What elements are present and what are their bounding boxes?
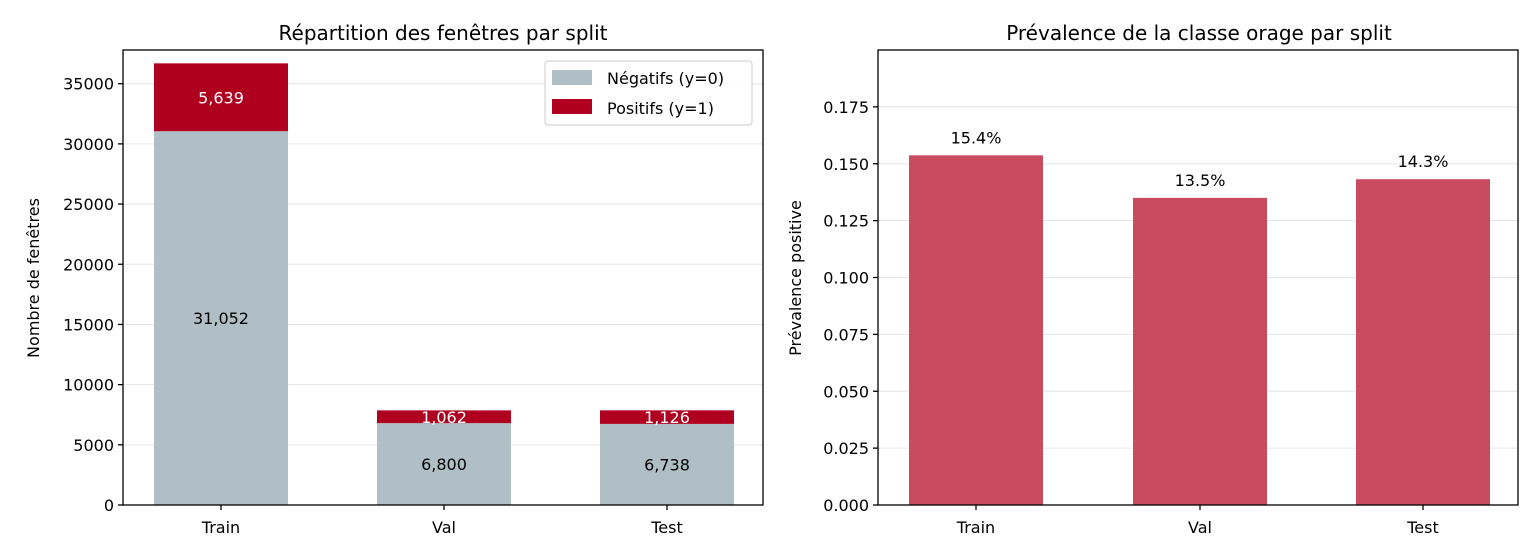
y-tick-label: 0.000 [823,496,869,515]
y-tick-label: 0 [104,496,114,515]
left-y-ticks: 0 5000 10000 15000 20000 25000 30000 35000 [63,75,123,515]
x-tick-label: Train [201,518,240,537]
x-tick-label: Val [1188,518,1212,537]
data-label-prevalence: 13.5% [1175,171,1226,190]
y-tick-label: 35000 [63,75,114,94]
right-chart-title: Prévalence de la classe orage par split [1006,21,1392,45]
data-label-prevalence: 14.3% [1398,152,1449,171]
bar-positifs-val [377,410,511,424]
legend-box [544,60,753,126]
data-label-positifs: 5,639 [198,88,244,107]
x-tick-label: Train [956,518,995,537]
right-data-labels: 15.4% 13.5% 14.3% [951,128,1449,190]
x-tick-label: Test [650,518,683,537]
y-tick-label: 25000 [63,195,114,214]
right-y-ticks: 0.000 0.025 0.050 0.075 0.100 0.125 0.150 0.175 [823,98,878,515]
y-tick-label: 0.025 [823,439,869,458]
legend-swatch-positifs [552,99,592,114]
left-bars [154,63,734,505]
y-tick-label: 15000 [63,315,114,334]
left-chart-title: Répartition des fenêtres par split [279,21,608,45]
split-distribution-chart: 31,052 5,639 6,800 1,062 6,738 1,126 0 5000 100… [24,21,764,537]
y-tick-label: 0.125 [823,212,869,231]
y-tick-label: 20000 [63,255,114,274]
data-label-negatifs: 6,800 [421,455,467,474]
bar-positifs-train [154,63,288,132]
y-tick-label: 30000 [63,135,114,154]
legend-label-negatifs: Négatifs (y=0) [607,69,724,88]
data-label-negatifs: 6,738 [644,455,690,474]
data-label-prevalence: 15.4% [951,128,1002,147]
y-tick-label: 5000 [73,436,114,455]
y-tick-label: 0.075 [823,325,869,344]
y-tick-label: 0.150 [823,155,869,174]
legend-label-positifs: Positifs (y=1) [607,99,714,118]
right-bars [909,155,1490,505]
bar-prevalence-train [909,155,1043,505]
left-y-axis-label: Nombre de fenêtres [24,198,43,358]
legend-swatch-negatifs [552,70,592,85]
y-tick-label: 0.100 [823,269,869,288]
data-label-negatifs: 31,052 [193,309,249,328]
bar-prevalence-test [1356,179,1490,505]
left-x-ticks: Train Val Test [201,505,683,537]
bar-negatifs-train [154,131,288,505]
bar-negatifs-val [377,423,511,505]
data-label-positifs: 1,126 [644,408,690,427]
bar-prevalence-val [1133,197,1267,505]
right-y-axis-label: Prévalence positive [786,200,805,356]
left-plot-frame [122,49,764,506]
left-data-labels: 31,052 5,639 6,800 1,062 6,738 1,126 [193,88,690,474]
y-tick-label: 10000 [63,376,114,395]
bar-negatifs-test [600,423,734,505]
x-tick-label: Test [1406,518,1439,537]
y-tick-label: 0.175 [823,98,869,117]
bar-positifs-test [600,410,734,424]
y-tick-label: 0.050 [823,382,869,401]
right-x-ticks: Train Val Test [956,505,1439,537]
x-tick-label: Val [432,518,456,537]
prevalence-chart: 15.4% 13.5% 14.3% 0.000 0.025 0.050 0.075 0.10… [786,21,1519,537]
legend: Négatifs (y=0) Positifs (y=1) [544,60,753,126]
data-label-positifs: 1,062 [421,408,467,427]
